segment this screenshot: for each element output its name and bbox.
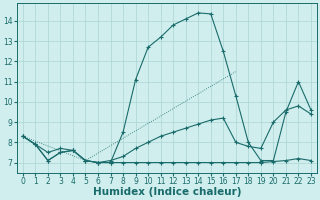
X-axis label: Humidex (Indice chaleur): Humidex (Indice chaleur) (93, 187, 241, 197)
